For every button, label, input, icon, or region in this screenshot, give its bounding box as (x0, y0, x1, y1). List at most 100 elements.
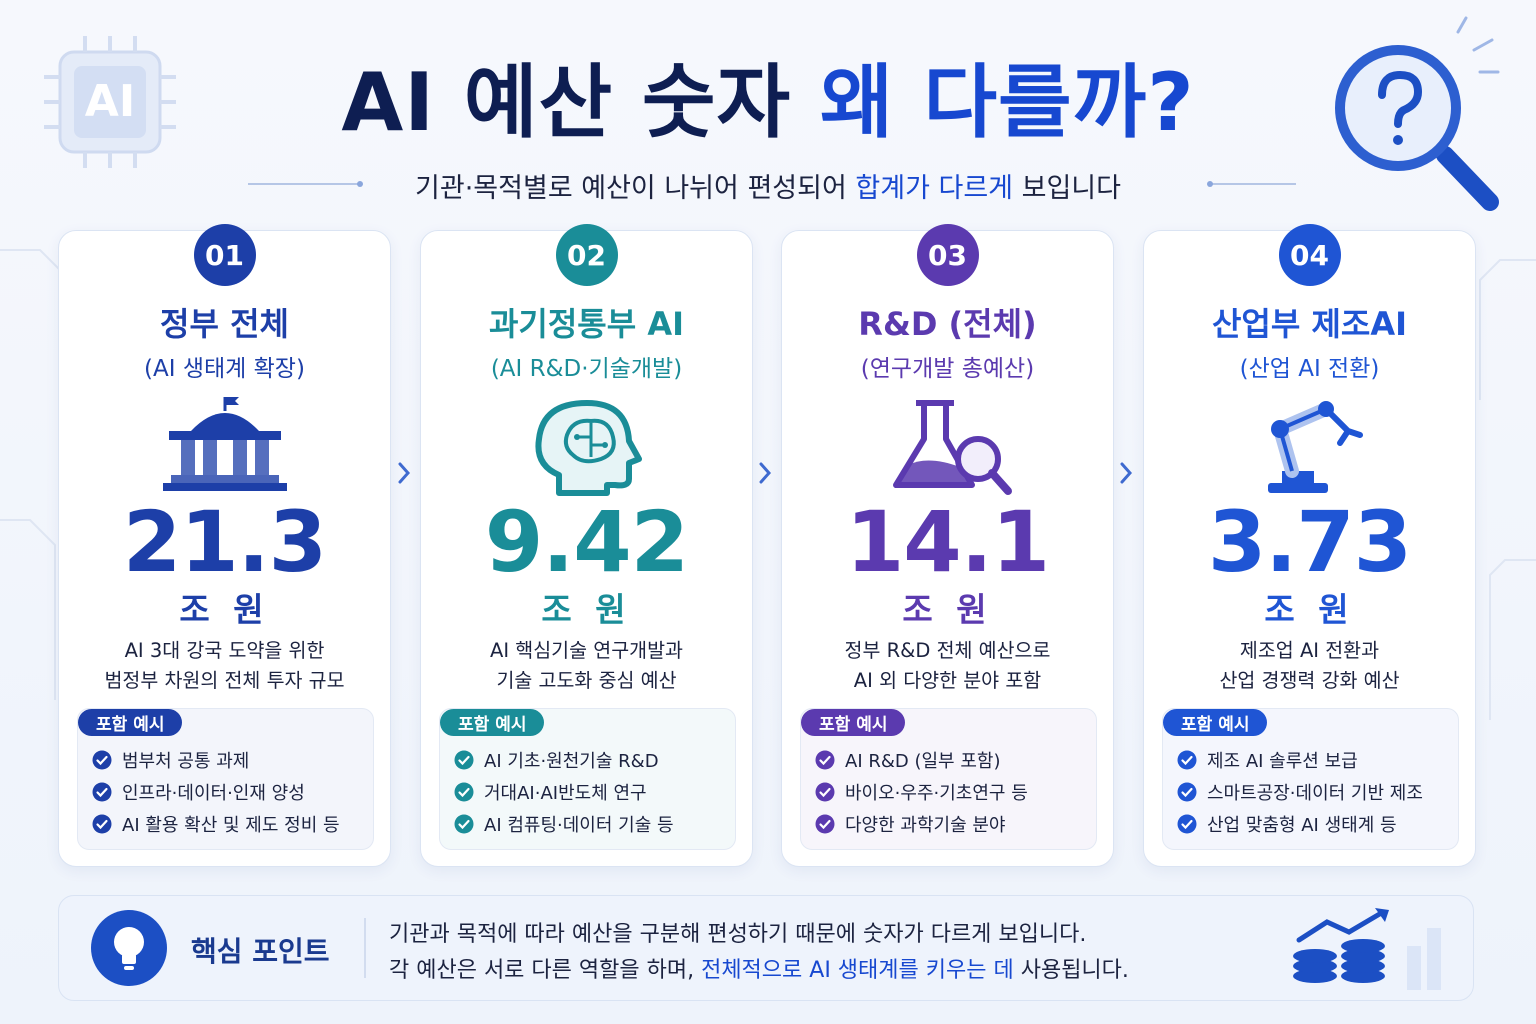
example-text: 스마트공장·데이터 기반 제조 (1207, 783, 1423, 804)
card-title: 정부 전체 (160, 305, 289, 343)
card-description: AI 핵심기술 연구개발과 (490, 639, 683, 662)
card-description: AI 3대 강국 도약을 위한 (124, 639, 325, 662)
check-icon (1177, 750, 1197, 770)
example-text: AI 컴퓨팅·데이터 기술 등 (484, 815, 674, 836)
budget-amount: 14.1 (845, 493, 1050, 591)
example-item: 다양한 과학기술 분야 (815, 811, 1005, 837)
card-number: 03 (916, 224, 979, 286)
example-text: 제조 AI 솔루션 보급 (1207, 751, 1358, 772)
card-subtitle: (연구개발 총예산) (860, 356, 1035, 382)
key-point-label: 핵심 포인트 (191, 935, 330, 968)
example-text: 바이오·우주·기초연구 등 (845, 783, 1028, 804)
check-icon (815, 782, 835, 802)
example-text: AI 활용 확산 및 제도 정비 등 (122, 815, 340, 836)
subtitle-highlight: 합계가 다르게 (855, 173, 1014, 204)
title-part: AI 예산 숫자 (341, 56, 792, 149)
example-text: 거대AI·AI반도체 연구 (484, 783, 647, 804)
examples-box: 포함 예시 AI 기초·원천기술 R&D 거대AI·AI반도체 연구 AI 컴퓨팅·데… (439, 708, 736, 850)
card-description: 기술 고도화 중심 예산 (496, 669, 677, 692)
chip-label: AI (84, 76, 136, 127)
card-number: 02 (555, 224, 618, 286)
examples-badge: 포함 예시 (1163, 709, 1268, 736)
example-text: 범부처 공통 과제 (122, 751, 250, 772)
budget-unit: 조 원 (541, 590, 632, 629)
bulb-icon (91, 910, 167, 986)
budget-card: 01 정부 전체 (AI 생태계 확장) 21.3 조 원 AI 3대 강국 도약을 위… (58, 224, 391, 867)
card-subtitle: (AI R&D·기술개발) (490, 356, 683, 382)
budget-card: 02 과기정통부 AI (AI R&D·기술개발) 9.42 조 원 AI 핵심기술 연… (420, 224, 753, 867)
card-description: AI 외 다양한 분야 포함 (853, 669, 1042, 692)
subtitle-part: 기관·목적별로 예산이 나뉘어 편성되어 (415, 173, 856, 204)
example-item: 범부처 공통 과제 (92, 747, 249, 773)
check-icon (92, 814, 112, 834)
example-item: AI 활용 확산 및 제도 정비 등 (92, 811, 340, 837)
card-icon (534, 400, 642, 496)
example-text: AI R&D (일부 포함) (845, 751, 1001, 772)
example-item: AI R&D (일부 포함) (815, 747, 1000, 773)
example-item: 스마트공장·데이터 기반 제조 (1177, 779, 1423, 805)
key-point-line: 각 예산은 서로 다른 역할을 하며, 전체적으로 AI 생태계를 키우는 데 … (389, 952, 1129, 984)
examples-badge: 포함 예시 (801, 709, 906, 736)
check-icon (1177, 814, 1197, 834)
title: AI 예산 숫자 왜 다를까? (0, 38, 1536, 154)
example-text: AI 기초·원천기술 R&D (484, 751, 659, 772)
card-description: 정부 R&D 전체 예산으로 (844, 639, 1051, 662)
example-item: 바이오·우주·기초연구 등 (815, 779, 1028, 805)
coins-growth-icon (1293, 908, 1441, 990)
check-icon (454, 750, 474, 770)
budget-unit: 조 원 (179, 590, 270, 629)
check-icon (815, 814, 835, 834)
card-title: 과기정통부 AI (488, 305, 684, 343)
card-title: 산업부 제조AI (1211, 305, 1407, 343)
example-text: 산업 맞춤형 AI 생태계 등 (1207, 815, 1397, 836)
card-number: 04 (1278, 224, 1341, 286)
examples-badge: 포함 예시 (78, 709, 183, 736)
budget-amount: 3.73 (1207, 493, 1412, 591)
card-description: 제조업 AI 전환과 (1239, 639, 1380, 662)
card-icon (162, 397, 287, 491)
example-item: AI 컴퓨팅·데이터 기술 등 (454, 811, 674, 837)
budget-amount: 21.3 (122, 493, 327, 591)
example-item: 인프라·데이터·인재 양성 (92, 779, 305, 805)
check-icon (454, 782, 474, 802)
example-item: 거대AI·AI반도체 연구 (454, 779, 647, 805)
budget-amount: 9.42 (484, 493, 689, 591)
example-text: 다양한 과학기술 분야 (845, 815, 1006, 836)
card-number: 01 (193, 224, 256, 286)
check-icon (454, 814, 474, 834)
text-highlight: 전체적으로 AI 생태계를 키우는 데 (701, 958, 1014, 983)
check-icon (815, 750, 835, 770)
key-point-line: 기관과 목적에 따라 예산을 구분해 편성하기 때문에 숫자가 다르게 보입니다… (389, 922, 1087, 947)
subtitle: 기관·목적별로 예산이 나뉘어 편성되어 합계가 다르게 보입니다 (0, 166, 1536, 205)
divider (364, 918, 366, 978)
check-icon (92, 750, 112, 770)
card-description: 산업 경쟁력 강화 예산 (1219, 669, 1400, 692)
key-point-panel: 핵심 포인트 기관과 목적에 따라 예산을 구분해 편성하기 때문에 숫자가 다… (58, 895, 1474, 1001)
check-icon (1177, 782, 1197, 802)
example-text: 인프라·데이터·인재 양성 (122, 783, 305, 804)
card-icon (1267, 401, 1363, 493)
card-title: R&D (전체) (858, 305, 1037, 343)
check-icon (92, 782, 112, 802)
examples-badge: 포함 예시 (440, 709, 545, 736)
card-subtitle: (AI 생태계 확장) (144, 356, 305, 382)
example-item: 산업 맞춤형 AI 생태계 등 (1177, 811, 1397, 837)
budget-unit: 조 원 (902, 590, 993, 629)
card-subtitle: (산업 AI 전환) (1239, 356, 1380, 382)
budget-unit: 조 원 (1264, 590, 1355, 629)
title-highlight: 왜 다를까? (791, 56, 1195, 149)
text-part: 사용됩니다. (1013, 958, 1129, 983)
card-description: 범정부 차원의 전체 투자 규모 (104, 669, 345, 692)
subtitle-part: 보입니다 (1013, 173, 1121, 204)
text-part: 각 예산은 서로 다른 역할을 하며, (389, 958, 702, 983)
card-icon (892, 400, 1012, 495)
example-item: AI 기초·원천기술 R&D (454, 747, 659, 773)
example-item: 제조 AI 솔루션 보급 (1177, 747, 1358, 773)
